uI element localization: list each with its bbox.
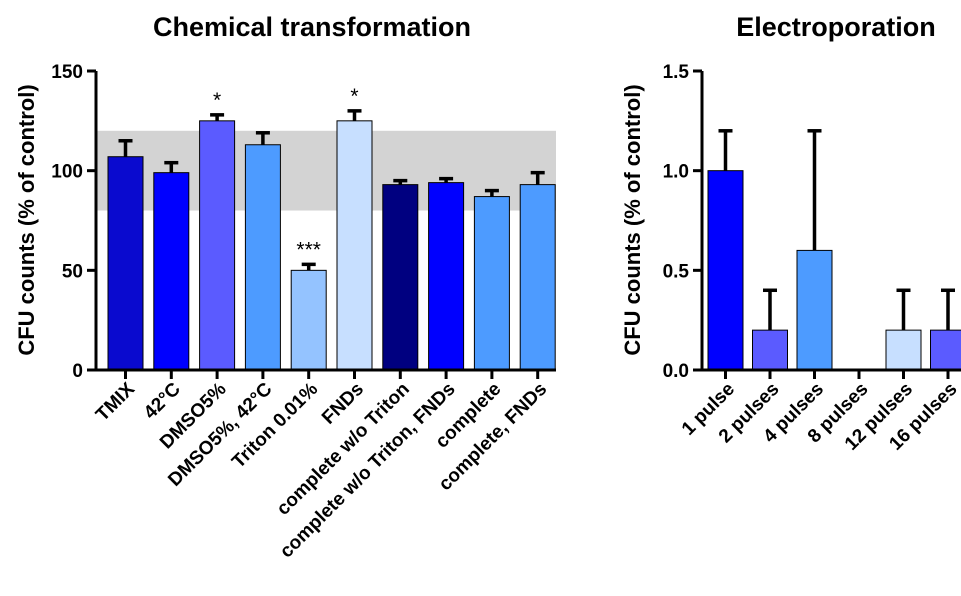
chart-title: Electroporation	[736, 12, 936, 42]
bar	[336, 120, 373, 371]
bar	[519, 184, 556, 371]
chart-title: Chemical transformation	[153, 12, 471, 42]
bar	[382, 184, 419, 371]
bar	[153, 172, 190, 371]
significance-label: *	[213, 89, 221, 112]
y-tick-label: 0	[72, 361, 83, 382]
y-tick-label: 0.5	[663, 261, 690, 282]
significance-label: ***	[296, 238, 321, 261]
y-tick-label: 150	[51, 62, 83, 83]
chart-electroporation: Electroporation CFU counts (% of control…	[620, 12, 961, 455]
y-axis-label: CFU counts (% of control)	[620, 84, 645, 355]
bar	[244, 144, 281, 371]
significance-label: *	[350, 85, 358, 108]
bar	[199, 120, 236, 371]
bar	[428, 182, 465, 371]
bar	[473, 196, 510, 371]
bar	[107, 156, 144, 371]
bar	[796, 249, 833, 371]
y-tick-label: 0.0	[663, 361, 689, 382]
chart-chemical-transformation: Chemical transformation CFU counts (% of…	[14, 12, 556, 562]
bar	[885, 329, 922, 371]
bar	[752, 329, 788, 371]
y-tick-label: 50	[62, 261, 83, 282]
y-axis-label: CFU counts (% of control)	[14, 84, 39, 355]
bar	[930, 329, 961, 371]
y-tick-label: 1.5	[663, 62, 690, 83]
y-tick-label: 1.0	[663, 162, 689, 183]
y-tick-label: 100	[51, 162, 83, 183]
bar	[290, 269, 327, 371]
bar	[707, 170, 744, 371]
x-tick-label: TMIX	[92, 378, 139, 425]
